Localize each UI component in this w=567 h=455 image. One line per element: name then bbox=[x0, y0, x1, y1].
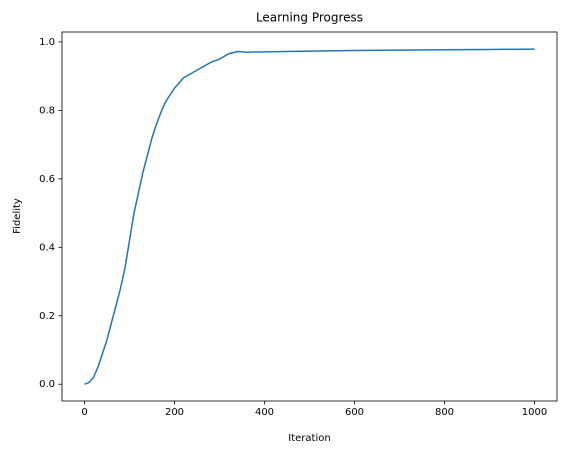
x-tick-label: 0 bbox=[81, 407, 87, 418]
x-tick-label: 400 bbox=[255, 407, 274, 418]
y-tick-label: 0.6 bbox=[39, 174, 55, 185]
x-tick-label: 200 bbox=[165, 407, 184, 418]
y-tick-label: 0.4 bbox=[39, 242, 55, 253]
x-tick-label: 1000 bbox=[522, 407, 547, 418]
x-axis-label: Iteration bbox=[288, 433, 330, 444]
chart-title: Learning Progress bbox=[256, 11, 363, 25]
x-tick-label: 600 bbox=[345, 407, 364, 418]
axes-frame bbox=[61, 31, 558, 402]
data-line bbox=[84, 48, 535, 385]
y-tick-label: 1.0 bbox=[39, 37, 55, 48]
y-tick-label: 0.2 bbox=[39, 311, 55, 322]
y-tick-label: 0.8 bbox=[39, 105, 55, 116]
x-tick-label: 800 bbox=[435, 407, 454, 418]
y-axis-label: Fidelity bbox=[12, 198, 23, 234]
y-tick-label: 0.0 bbox=[39, 379, 55, 390]
